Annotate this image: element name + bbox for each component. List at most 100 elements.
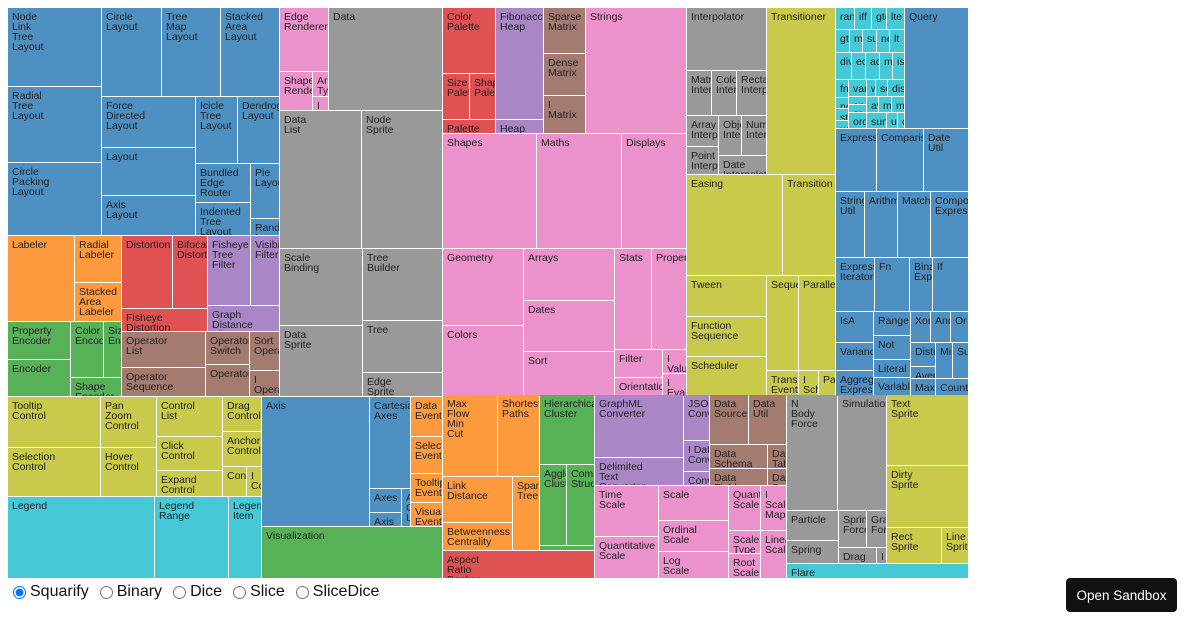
treemap-cell[interactable]: Radial Labeler <box>75 236 121 282</box>
treemap-cell[interactable]: Log Scale <box>659 552 728 578</box>
treemap-cell[interactable]: Binary Expression <box>910 258 932 311</box>
treemap-cell[interactable]: Line Sprite <box>942 528 968 563</box>
treemap-cell[interactable]: String Util <box>836 192 864 257</box>
treemap-cell[interactable]: Visibility Filter <box>251 236 279 305</box>
treemap-cell[interactable]: Layout <box>102 148 195 195</box>
tiling-radio[interactable] <box>233 585 247 599</box>
treemap-cell[interactable]: I Evaluable <box>663 374 686 396</box>
treemap-cell[interactable]: Stacked Area Labeler <box>75 283 121 321</box>
treemap-cell[interactable]: I Force <box>877 548 886 563</box>
treemap-cell[interactable]: Shape Encoder <box>71 378 121 396</box>
treemap-cell[interactable]: Sum <box>953 343 968 378</box>
treemap-cell[interactable]: Axis Grid Line <box>402 489 410 526</box>
treemap-cell[interactable]: Particle <box>787 511 838 540</box>
treemap-cell[interactable]: Circle Layout <box>102 8 161 96</box>
treemap-cell[interactable]: mul <box>850 30 862 52</box>
treemap-cell[interactable]: Operator <box>206 365 249 396</box>
treemap-cell[interactable]: Data Source <box>710 395 748 444</box>
treemap-cell[interactable]: Flare <box>787 564 968 578</box>
treemap-cell[interactable]: variance <box>849 80 866 96</box>
treemap-cell[interactable]: Heap <box>496 120 543 133</box>
treemap-cell[interactable]: Tree Map Layout <box>162 8 220 96</box>
treemap-cell[interactable]: Data <box>329 8 442 110</box>
treemap-cell[interactable]: Interpolator <box>687 8 766 70</box>
treemap-cell[interactable]: Composite Expression <box>931 192 968 257</box>
treemap-cell[interactable]: Selection Control <box>8 448 100 496</box>
treemap-cell[interactable]: Palette <box>443 120 495 133</box>
treemap-cell[interactable]: sum <box>867 113 886 128</box>
treemap-cell[interactable]: Filter <box>615 350 662 377</box>
treemap-cell[interactable]: Scale Type <box>729 531 760 553</box>
treemap-cell[interactable]: max <box>879 97 891 112</box>
treemap-cell[interactable]: Control List <box>157 397 222 436</box>
treemap-cell[interactable]: Point Interpolator <box>687 147 718 174</box>
treemap-cell[interactable]: Axis Layout <box>102 196 195 235</box>
treemap-cell[interactable]: Time Scale <box>595 486 658 536</box>
treemap-cell[interactable]: Data Util <box>749 395 786 444</box>
tiling-option-slicedice[interactable]: SliceDice <box>293 583 379 601</box>
treemap-cell[interactable]: Operator List <box>122 332 205 367</box>
treemap-cell[interactable]: Ordinal Scale <box>659 521 728 551</box>
tiling-radio[interactable] <box>13 585 26 599</box>
treemap-cell[interactable]: GraphML Converter <box>595 395 683 457</box>
treemap-cell[interactable]: Variance <box>836 343 873 370</box>
treemap-cell[interactable]: Query <box>905 8 968 128</box>
treemap-cell[interactable]: Transitioner <box>767 8 835 174</box>
treemap-cell[interactable]: Data Set <box>768 469 786 485</box>
treemap-cell[interactable]: Scale <box>659 486 728 520</box>
tiling-option-binary[interactable]: Binary <box>97 583 162 601</box>
treemap-cell[interactable]: Edge Renderer <box>280 8 328 71</box>
treemap-cell[interactable]: Geometry <box>443 249 523 325</box>
treemap-cell[interactable]: min <box>892 97 904 112</box>
treemap-cell[interactable]: Easing <box>687 175 782 275</box>
treemap-cell[interactable]: Date Interpolator <box>719 156 766 174</box>
treemap-cell[interactable]: Object Interpolator <box>719 116 741 155</box>
treemap-cell[interactable]: Visualization Event <box>411 503 442 526</box>
treemap-cell[interactable]: Operator Switch <box>206 332 249 364</box>
treemap-cell[interactable]: select <box>876 80 887 96</box>
treemap-cell[interactable]: Scheduler <box>687 357 766 396</box>
treemap-cell[interactable]: Betweenness Centrality <box>443 523 512 550</box>
treemap-cell[interactable]: Linear Scale <box>761 531 786 578</box>
treemap-cell[interactable]: Radial Tree Layout <box>8 87 101 162</box>
treemap-cell[interactable]: Operator Sequence <box>122 368 205 396</box>
treemap-cell[interactable]: Root Scale <box>729 554 760 578</box>
treemap-cell[interactable]: Parallel <box>799 276 835 370</box>
treemap-cell[interactable]: Property Encoder <box>8 322 70 359</box>
treemap-cell[interactable]: Color Palette <box>443 8 495 73</box>
treemap-cell[interactable]: Sparse Matrix <box>544 8 585 53</box>
treemap-cell[interactable]: Matrix Interpolator <box>687 71 711 115</box>
treemap-cell[interactable]: I Control <box>247 467 261 496</box>
treemap-cell[interactable]: Array Interpolator <box>687 116 718 146</box>
treemap-cell[interactable]: Quantile Scale <box>729 486 760 530</box>
treemap-cell[interactable]: Bifocal Distortion <box>173 236 207 308</box>
treemap-cell[interactable]: Literal <box>874 360 910 377</box>
treemap-cell[interactable]: count <box>898 113 904 128</box>
treemap-cell[interactable]: Color Interpolator <box>712 71 736 115</box>
treemap-cell[interactable]: JSON Converter <box>684 395 709 440</box>
treemap-cell[interactable]: Encoder <box>8 360 70 396</box>
treemap-cell[interactable]: I Matrix <box>544 96 585 133</box>
treemap-cell[interactable]: If <box>933 258 968 311</box>
treemap-cell[interactable]: Select Event <box>411 437 442 473</box>
treemap-cell[interactable]: Or <box>951 312 968 342</box>
treemap-cell[interactable]: Click Control <box>157 437 222 470</box>
treemap-cell[interactable]: Shape Renderer <box>280 72 312 110</box>
treemap-cell[interactable]: Aggregate Expression <box>836 371 873 396</box>
treemap-cell[interactable]: Property <box>652 249 686 349</box>
treemap-cell[interactable]: Cartesian Axes <box>370 397 410 488</box>
treemap-cell[interactable]: Gravity Force <box>867 511 886 547</box>
treemap-cell[interactable]: I Scale Map <box>761 486 786 530</box>
treemap-cell[interactable]: Node Sprite <box>362 111 442 248</box>
treemap-cell[interactable]: mod <box>880 53 892 79</box>
treemap-cell[interactable]: Drag Force <box>839 548 876 563</box>
treemap-cell[interactable]: Sort Operator <box>250 332 279 370</box>
treemap-cell[interactable]: Size Encoder <box>104 322 121 377</box>
treemap-cell[interactable]: Stats <box>615 249 651 349</box>
treemap-cell[interactable]: Stacked Area Layout <box>221 8 279 96</box>
treemap-cell[interactable]: update <box>887 113 897 128</box>
treemap-cell[interactable]: and <box>849 97 866 104</box>
treemap-cell[interactable]: IsA <box>836 312 873 342</box>
treemap-cell[interactable]: orderby <box>849 113 866 128</box>
treemap-cell[interactable]: Dendrogram Layout <box>238 97 279 163</box>
